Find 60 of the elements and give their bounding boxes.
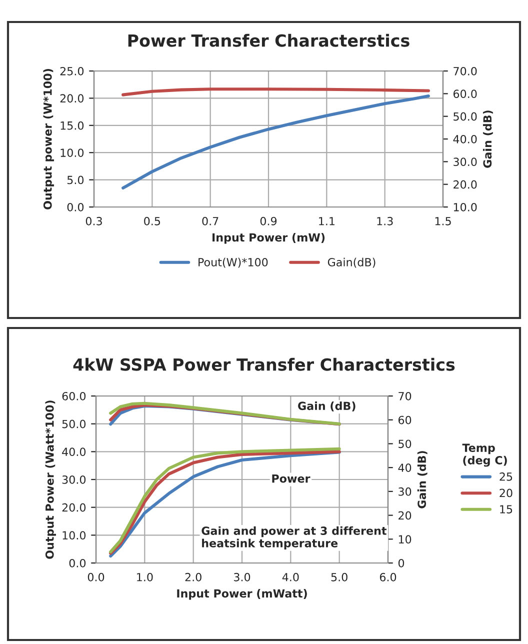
y2-tick-label: 10 xyxy=(398,535,412,544)
annotation: Gain and power at 3 different heatsink temperature xyxy=(202,526,387,550)
x-tick-label: 0.9 xyxy=(260,216,277,226)
legend-label: Pout(W)*100 xyxy=(198,258,268,268)
y-tick-label: 30.0 xyxy=(62,475,86,484)
y2-axis-title: Gain (dB) xyxy=(417,451,428,508)
y-tick-label: 0.0 xyxy=(69,558,86,568)
x-tick-label: 4.0 xyxy=(282,572,299,582)
y2-tick-label: 60.0 xyxy=(454,90,477,98)
chart-title: Power Transfer Characterstics xyxy=(128,34,410,47)
legend-title: Temp (deg C) xyxy=(462,444,507,467)
x-tick-label: 0.0 xyxy=(88,572,104,582)
y-tick-label: 50.0 xyxy=(62,420,86,428)
y2-tick-label: 40.0 xyxy=(453,134,477,144)
x-tick-label: 1.0 xyxy=(137,572,153,582)
x-tick-label: 1.1 xyxy=(319,217,334,226)
x-tick-label: 3.0 xyxy=(234,572,250,582)
legend-label: 20 xyxy=(500,488,512,498)
y2-tick-label: 0 xyxy=(398,558,404,568)
legend-label: 15 xyxy=(500,505,512,514)
y-tick-label: 5.0 xyxy=(67,176,84,184)
legend-label: 25 xyxy=(500,472,512,481)
x-tick-label: 5.0 xyxy=(331,572,348,582)
y2-tick-label: 40 xyxy=(398,464,412,472)
y2-tick-label: 70.0 xyxy=(454,66,477,76)
y2-tick-label: 10.0 xyxy=(454,202,477,212)
y2-tick-label: 60 xyxy=(398,416,412,424)
x-axis-title: Input Power (mW) xyxy=(212,233,325,244)
x-tick-label: 0.3 xyxy=(86,216,102,226)
x-tick-label: 0.5 xyxy=(144,216,160,226)
y2-tick-label: 50 xyxy=(398,440,412,448)
y2-tick-label: 30.0 xyxy=(454,158,477,166)
y2-tick-label: 20.0 xyxy=(454,180,477,189)
y-tick-label: 60.0 xyxy=(62,392,86,400)
annotation: Gain (dB) xyxy=(298,401,356,412)
y2-axis-title: Gain (dB) xyxy=(483,110,493,168)
y-axis-title: Output Power (Watt*100) xyxy=(45,400,56,559)
y2-tick-label: 30 xyxy=(398,487,412,496)
y-tick-label: 20.0 xyxy=(62,503,86,512)
y-tick-label: 20.0 xyxy=(60,94,84,103)
x-tick-label: 1.3 xyxy=(377,216,393,226)
chart-title: 4kW SSPA Power Transfer Characterstics xyxy=(73,358,455,371)
y-tick-label: 25.0 xyxy=(60,66,84,76)
x-axis-title: Input Power (mWatt) xyxy=(177,589,307,600)
x-tick-label: 6.0 xyxy=(380,572,396,582)
y-tick-label: 10.0 xyxy=(62,531,86,540)
y-axis-title: Output power (W*100) xyxy=(43,69,54,210)
y-tick-label: 40.0 xyxy=(62,448,86,456)
x-tick-label: 2.0 xyxy=(185,572,202,582)
y-tick-label: 0.0 xyxy=(67,202,84,212)
y2-tick-label: 20 xyxy=(398,511,412,520)
y-tick-label: 15.0 xyxy=(60,121,84,130)
y-tick-label: 10.0 xyxy=(60,148,84,157)
y2-tick-label: 50.0 xyxy=(454,112,477,121)
x-tick-label: 1.5 xyxy=(435,217,451,226)
annotation: Power xyxy=(272,474,310,483)
y2-tick-label: 70 xyxy=(398,392,412,400)
x-tick-label: 0.7 xyxy=(202,216,218,226)
line-series xyxy=(122,94,430,190)
legend-label: Gain(dB) xyxy=(328,258,376,268)
